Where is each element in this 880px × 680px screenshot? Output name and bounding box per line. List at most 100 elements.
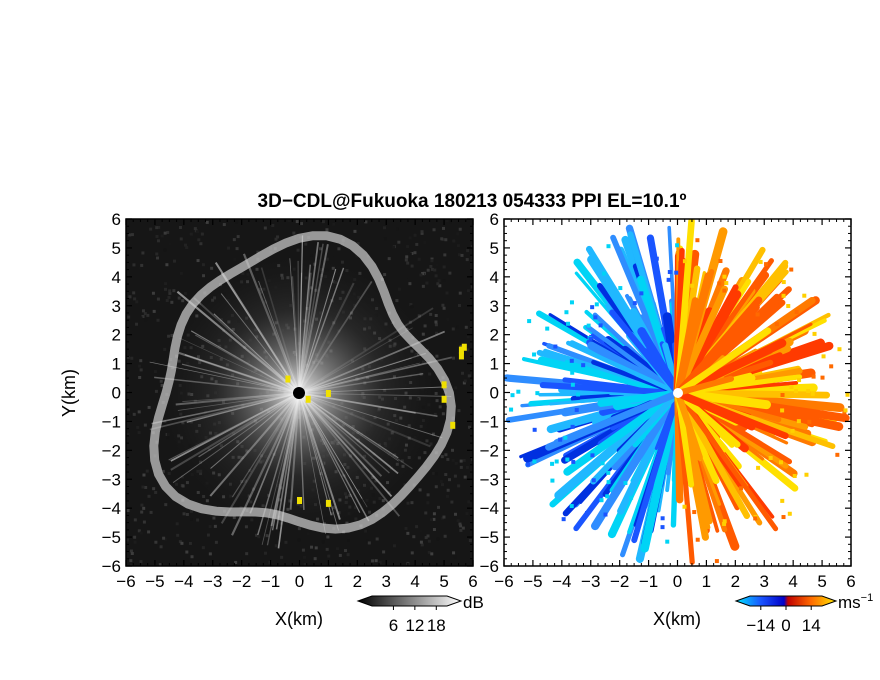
noise-pixel	[418, 488, 422, 492]
noise-pixel	[441, 412, 445, 416]
velocity-speckle-pixel	[541, 382, 546, 387]
noise-pixel	[429, 312, 433, 316]
noise-pixel	[466, 289, 470, 293]
noise-pixel	[139, 359, 143, 363]
x-tick-label: −5	[523, 572, 542, 591]
noise-pixel	[438, 284, 442, 288]
noise-pixel	[129, 559, 133, 563]
noise-pixel	[408, 236, 412, 240]
velocity-speckle-pixel	[843, 408, 848, 413]
yellow-echo	[461, 343, 467, 351]
velocity-ray	[585, 324, 681, 396]
velocity-speckle-pixel	[558, 437, 563, 442]
x-tick-label: −6	[116, 572, 135, 591]
noise-pixel	[257, 535, 261, 539]
noise-pixel	[128, 233, 132, 237]
noise-pixel	[456, 325, 460, 329]
noise-pixel	[445, 219, 449, 223]
noise-pixel	[404, 526, 408, 530]
noise-pixel	[133, 540, 137, 544]
noise-pixel	[432, 528, 436, 532]
noise-pixel	[210, 513, 214, 517]
noise-pixel	[404, 503, 408, 507]
noise-pixel	[406, 501, 410, 505]
noise-pixel	[301, 548, 305, 552]
velocity-speckle-pixel	[600, 461, 605, 466]
noise-pixel	[448, 220, 452, 224]
noise-pixel	[452, 551, 456, 555]
velocity-speckle-pixel	[532, 459, 537, 464]
velocity-speckle-pixel	[794, 309, 799, 314]
noise-pixel	[387, 257, 391, 261]
noise-pixel	[202, 494, 206, 498]
noise-pixel	[446, 457, 450, 461]
noise-pixel	[185, 246, 189, 250]
x-tick-label: 5	[439, 572, 448, 591]
noise-pixel	[208, 525, 212, 529]
velocity-speckle-pixel	[714, 559, 719, 564]
x-tick-label: 3	[382, 572, 391, 591]
noise-pixel	[170, 300, 174, 304]
noise-pixel	[236, 235, 240, 239]
reflectivity-colorbar-ticks: 6 12 18	[389, 606, 446, 635]
noise-pixel	[200, 232, 204, 236]
noise-pixel	[433, 443, 437, 447]
noise-pixel	[151, 291, 155, 295]
noise-pixel	[147, 530, 151, 534]
colorbar-tick-label: 6	[389, 616, 398, 635]
noise-pixel	[172, 289, 176, 293]
noise-pixel	[424, 511, 428, 515]
velocity-speckle-pixel	[722, 274, 727, 279]
velocity-speckle-pixel	[722, 521, 727, 526]
noise-pixel	[296, 248, 300, 252]
y-tick-label: −1	[480, 412, 499, 431]
noise-pixel	[140, 503, 144, 507]
velocity-speckle-pixel	[594, 302, 599, 307]
noise-pixel	[160, 234, 164, 238]
yellow-echo	[325, 499, 331, 507]
noise-pixel	[454, 461, 458, 465]
noise-pixel	[235, 232, 239, 236]
velocity-speckle-pixel	[845, 392, 850, 397]
noise-pixel	[156, 239, 160, 243]
noise-pixel	[434, 472, 438, 476]
noise-pixel	[163, 231, 167, 235]
velocity-speckle-pixel	[569, 504, 574, 509]
velocity-speckle-pixel	[692, 510, 697, 515]
reflectivity-colorbar-unit: dB	[463, 593, 484, 612]
noise-pixel	[314, 546, 318, 550]
noise-pixel	[140, 263, 144, 267]
y-tick-label: 4	[490, 268, 499, 287]
noise-pixel	[161, 469, 165, 473]
velocity-site-marker	[673, 388, 683, 398]
velocity-speckle-pixel	[695, 238, 700, 243]
noise-pixel	[156, 318, 160, 322]
velocity-speckle-pixel	[569, 358, 574, 363]
y-tick-label: 1	[490, 355, 499, 374]
noise-pixel	[131, 413, 135, 417]
noise-pixel	[454, 386, 458, 390]
noise-pixel	[337, 247, 341, 251]
velocity-speckle-pixel	[590, 453, 595, 458]
noise-pixel	[325, 547, 329, 551]
noise-pixel	[287, 219, 291, 223]
reflectivity-ylabel: Y(km)	[59, 369, 79, 417]
noise-pixel	[426, 501, 430, 505]
velocity-speckle-pixel	[666, 277, 671, 282]
velocity-ray	[674, 303, 760, 397]
y-tick-label: 3	[490, 297, 499, 316]
noise-pixel	[396, 510, 400, 514]
noise-pixel	[284, 540, 288, 544]
noise-pixel	[156, 297, 160, 301]
noise-pixel	[155, 226, 159, 230]
velocity-speckle-pixel	[603, 512, 608, 517]
x-tick-label: −2	[610, 572, 629, 591]
noise-pixel	[222, 223, 226, 227]
noise-pixel	[426, 534, 430, 538]
noise-pixel	[461, 526, 465, 530]
noise-pixel	[138, 375, 142, 379]
noise-pixel	[255, 533, 259, 537]
noise-pixel	[413, 251, 417, 255]
velocity-speckle-pixel	[569, 300, 574, 305]
